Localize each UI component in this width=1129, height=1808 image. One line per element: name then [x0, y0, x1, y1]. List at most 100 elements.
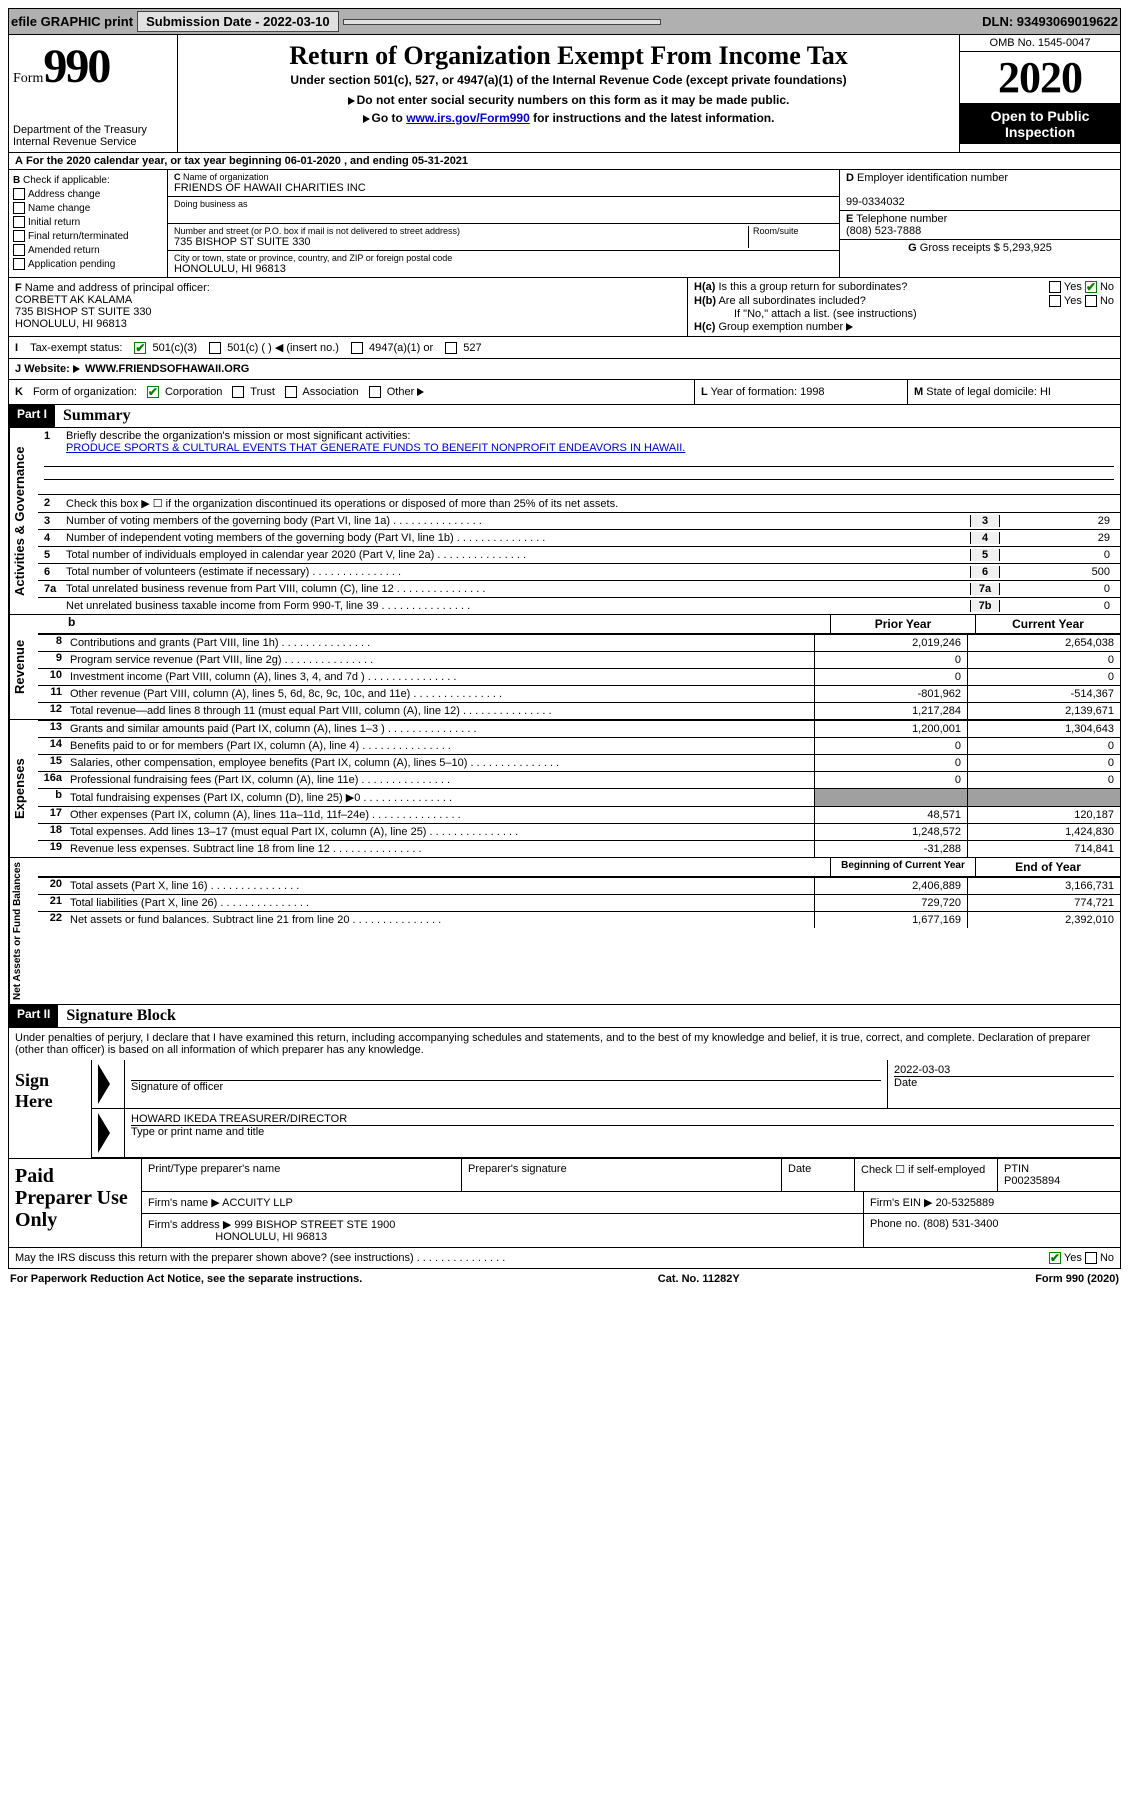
checkbox-initial[interactable] — [13, 216, 25, 228]
checkbox-no2[interactable] — [1085, 295, 1097, 307]
checkbox-assoc[interactable] — [285, 386, 297, 398]
org-name: FRIENDS OF HAWAII CHARITIES INC — [174, 182, 833, 194]
tax-exempt-label: Tax-exempt status: — [30, 342, 122, 354]
exp-line-b: bTotal fundraising expenses (Part IX, co… — [38, 788, 1120, 806]
header-mid: Return of Organization Exempt From Incom… — [178, 35, 959, 152]
gov-line-6: 6Total number of volunteers (estimate if… — [38, 564, 1120, 581]
row-a-text: For the 2020 calendar year, or tax year … — [26, 155, 468, 167]
net-line-22: 22Net assets or fund balances. Subtract … — [38, 911, 1120, 928]
form-subtitle: Under section 501(c), 527, or 4947(a)(1)… — [186, 73, 951, 87]
sig-officer-label: Signature of officer — [131, 1081, 223, 1093]
arrow-icon — [98, 1113, 110, 1153]
firm-name: ACCUITY LLP — [222, 1197, 293, 1209]
group-return: H(a) Is this a group return for subordin… — [688, 278, 1120, 336]
irs-label: Internal Revenue Service — [13, 136, 173, 148]
form-header: Form990 Department of the Treasury Inter… — [8, 35, 1121, 153]
net-line-21: 21Total liabilities (Part X, line 26)729… — [38, 894, 1120, 911]
arrow-icon — [846, 323, 853, 331]
goto-post: for instructions and the latest informat… — [530, 111, 775, 125]
checkbox-corp-checked[interactable]: ✔ — [147, 386, 159, 398]
opt-amended: Amended return — [28, 245, 100, 256]
ein-value: 99-0334032 — [846, 196, 905, 208]
checkbox-501c3-checked[interactable]: ✔ — [134, 342, 146, 354]
checkbox-address[interactable] — [13, 188, 25, 200]
vlabel-governance: Activities & Governance — [9, 428, 38, 614]
website-label: Website: — [24, 363, 70, 375]
checkbox-discuss-yes[interactable]: ✔ — [1049, 1252, 1061, 1264]
col-b-checkboxes: B Check if applicable: Address change Na… — [9, 170, 168, 277]
omb-number: OMB No. 1545-0047 — [960, 35, 1120, 52]
gov-line-4: 4Number of independent voting members of… — [38, 530, 1120, 547]
rev-line-8: 8Contributions and grants (Part VIII, li… — [38, 634, 1120, 651]
insert-no: (insert no.) — [286, 342, 339, 354]
gross-value: 5,293,925 — [1003, 242, 1052, 254]
sig-date-label: Date — [894, 1076, 1114, 1089]
blank-button[interactable] — [343, 19, 661, 25]
checkbox-yes[interactable] — [1049, 281, 1061, 293]
form-number: 990 — [43, 40, 109, 93]
checkbox-527[interactable] — [445, 342, 457, 354]
opt-final: Final return/terminated — [28, 231, 129, 242]
domicile-label: State of legal domicile: — [926, 386, 1037, 398]
checkbox-501c[interactable] — [209, 342, 221, 354]
phone-label: Telephone number — [856, 213, 947, 225]
signature-block: Under penalties of perjury, I declare th… — [8, 1028, 1121, 1159]
part1-header-row: Part I Summary — [8, 405, 1121, 428]
hdr-prior: Prior Year — [830, 615, 975, 633]
arrow-icon — [348, 97, 355, 105]
dln-label: DLN: 93493069019622 — [982, 14, 1118, 29]
vlabel-expenses: Expenses — [9, 720, 38, 857]
rev-line-12: 12Total revenue—add lines 8 through 11 (… — [38, 702, 1120, 719]
dept-treasury: Department of the Treasury — [13, 124, 173, 136]
arrow-icon — [73, 365, 80, 373]
col-c-org: C Name of organization FRIENDS OF HAWAII… — [168, 170, 839, 277]
checkbox-name[interactable] — [13, 202, 25, 214]
part1-badge: Part I — [9, 405, 55, 427]
checkbox-4947[interactable] — [351, 342, 363, 354]
firm-name-label: Firm's name ▶ — [148, 1197, 220, 1209]
gross-label: Gross receipts $ — [920, 242, 1000, 254]
hc-text: Group exemption number — [718, 321, 843, 333]
opt-address: Address change — [28, 189, 100, 200]
checkbox-pending[interactable] — [13, 258, 25, 270]
checkbox-no-checked[interactable]: ✔ — [1085, 281, 1097, 293]
checkbox-discuss-no[interactable] — [1085, 1252, 1097, 1264]
checkbox-other[interactable] — [369, 386, 381, 398]
prep-date-label: Date — [782, 1159, 855, 1191]
checkbox-trust[interactable] — [232, 386, 244, 398]
perjury-text: Under penalties of perjury, I declare th… — [9, 1028, 1120, 1060]
vlabel-netassets: Net Assets or Fund Balances — [9, 858, 38, 1004]
submission-date-button[interactable]: Submission Date - 2022-03-10 — [137, 11, 339, 32]
gov-line-3: 3Number of voting members of the governi… — [38, 513, 1120, 530]
checkbox-amended[interactable] — [13, 244, 25, 256]
form-org-label: Form of organization: — [33, 386, 137, 398]
ptin-label: PTIN — [1004, 1163, 1029, 1175]
firm-addr1: 999 BISHOP STREET STE 1900 — [234, 1219, 395, 1231]
irs-link[interactable]: www.irs.gov/Form990 — [406, 111, 530, 125]
exp-line-14: 14Benefits paid to or for members (Part … — [38, 737, 1120, 754]
check-applicable-label: Check if applicable: — [23, 175, 110, 186]
city-value: HONOLULU, HI 96813 — [174, 263, 833, 275]
gov-line-7b: Net unrelated business taxable income fr… — [38, 598, 1120, 614]
mission-text[interactable]: PRODUCE SPORTS & CULTURAL EVENTS THAT GE… — [66, 442, 685, 454]
firm-addr2: HONOLULU, HI 96813 — [215, 1231, 327, 1243]
hdr-begin: Beginning of Current Year — [830, 858, 975, 876]
part2-header-row: Part II Signature Block — [8, 1005, 1121, 1028]
prep-sig-label: Preparer's signature — [462, 1159, 782, 1191]
form-title: Return of Organization Exempt From Incom… — [186, 41, 951, 71]
sig-date: 2022-03-03 — [894, 1064, 1114, 1076]
opt-assoc: Association — [302, 386, 358, 398]
tax-year: 2020 — [960, 52, 1120, 104]
gov-line-5: 5Total number of individuals employed in… — [38, 547, 1120, 564]
form-990-logo: Form990 — [13, 39, 173, 94]
k-row: K Form of organization: ✔ Corporation Tr… — [8, 380, 1121, 405]
sign-here-label: Sign Here — [9, 1060, 92, 1158]
street-label: Number and street (or P.O. box if mail i… — [174, 226, 748, 236]
opt-trust: Trust — [250, 386, 275, 398]
checkbox-final[interactable] — [13, 230, 25, 242]
hb-text: Are all subordinates included? — [718, 295, 865, 307]
ptin-value: P00235894 — [1004, 1175, 1060, 1187]
self-employed-check: Check ☐ if self-employed — [855, 1159, 998, 1191]
opt-pending: Application pending — [28, 259, 115, 270]
checkbox-yes2[interactable] — [1049, 295, 1061, 307]
